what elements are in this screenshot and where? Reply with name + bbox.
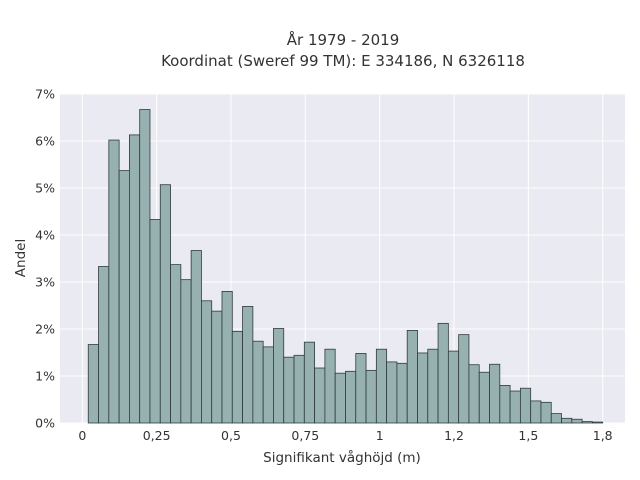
x-tick-label: 1,2 [444, 428, 464, 443]
histogram-bar [447, 350, 460, 424]
x-tick-label: 0,5 [221, 428, 241, 443]
histogram-bar [242, 306, 254, 424]
histogram-bar [355, 353, 367, 424]
x-tick-label: 0 [78, 428, 86, 443]
y-tick-label: 1% [35, 369, 55, 384]
x-tick-label: 1,8 [593, 428, 613, 443]
histogram-bar [489, 363, 501, 424]
x-tick-label: 1 [376, 428, 384, 443]
histogram-bar [561, 417, 573, 424]
histogram-bar [478, 371, 490, 424]
histogram-bar [149, 219, 161, 424]
chart-title: År 1979 - 2019 [287, 30, 400, 49]
histogram-bar [458, 334, 470, 424]
histogram-bar [139, 109, 151, 424]
histogram-bar [499, 384, 511, 424]
y-axis-label: Andel [13, 239, 29, 277]
histogram-bar [375, 348, 388, 424]
y-tick-label: 7% [35, 87, 55, 102]
histogram-bar [468, 364, 480, 424]
histogram-bar [98, 266, 110, 424]
histogram-bar [396, 362, 408, 424]
y-tick-label: 5% [35, 181, 55, 196]
histogram-bar [180, 279, 192, 424]
histogram-bar [293, 354, 305, 424]
histogram-bar [87, 344, 99, 424]
histogram-bar [345, 370, 357, 424]
y-tick-label: 0% [35, 416, 55, 431]
y-tick-label: 4% [35, 228, 55, 243]
x-tick-label: 0,75 [291, 428, 319, 443]
histogram-bar [129, 134, 141, 424]
histogram-bar [221, 290, 233, 424]
y-axis-ticks: 0% 1% 2% 3% 4% 5% 6% 7% [35, 87, 55, 431]
x-axis-label: Signifikant våghöjd (m) [263, 449, 421, 466]
histogram-bar [550, 413, 562, 424]
histogram-bar [273, 328, 285, 424]
histogram-bar [190, 250, 202, 424]
histogram-bar [437, 322, 449, 424]
histogram-bar [303, 341, 316, 424]
x-tick-label: 0,25 [143, 428, 171, 443]
histogram-bar [108, 139, 120, 424]
histogram-bar [427, 348, 439, 424]
y-tick-label: 3% [35, 275, 55, 290]
histogram-bar [283, 356, 295, 424]
histogram-bar [334, 372, 346, 424]
histogram-bar [314, 367, 326, 424]
histogram-bar [365, 369, 377, 424]
histogram-bar [324, 348, 336, 424]
histogram-bar [231, 330, 243, 424]
histogram-bar [201, 300, 213, 424]
x-tick-label: 1,5 [518, 428, 538, 443]
y-tick-label: 6% [35, 134, 55, 149]
histogram-bar [509, 390, 521, 424]
histogram-bar [252, 340, 264, 424]
histogram-bar [211, 310, 223, 424]
histogram-bar [592, 421, 604, 424]
histogram-bar [530, 400, 542, 424]
histogram-bar [581, 421, 593, 424]
histogram-bar [170, 264, 182, 424]
histogram-bar [571, 418, 583, 424]
x-axis-ticks: 0 0,25 0,5 0,75 1 1,2 1,5 1,8 [78, 428, 612, 443]
histogram-bar [262, 346, 274, 424]
histogram-bar [386, 361, 398, 424]
histogram-bar [406, 330, 418, 424]
histogram-bars [87, 109, 604, 424]
histogram-bar [417, 352, 429, 424]
chart-subtitle: Koordinat (Sweref 99 TM): E 334186, N 63… [161, 52, 525, 70]
histogram-bar [519, 387, 532, 424]
histogram-bar [159, 184, 171, 424]
histogram-bar [118, 170, 130, 424]
y-tick-label: 2% [35, 322, 55, 337]
histogram-bar [540, 401, 552, 424]
